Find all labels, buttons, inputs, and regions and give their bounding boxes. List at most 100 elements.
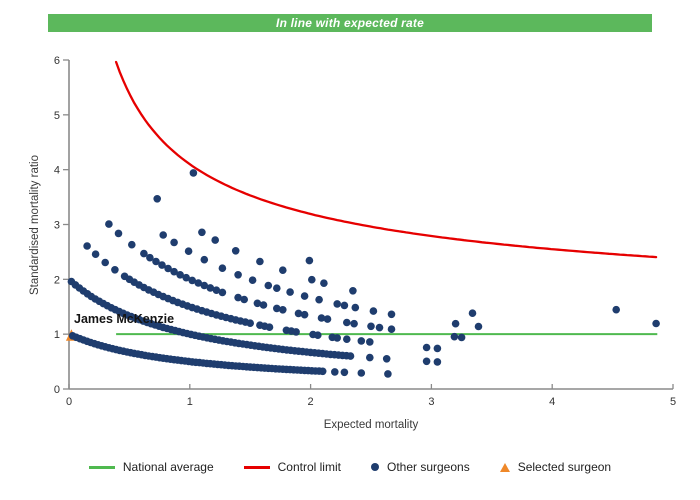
other-surgeon-dot[interactable] [200,255,209,264]
other-surgeon-dot[interactable] [91,250,100,258]
other-surgeon-dot[interactable] [170,238,178,247]
other-surgeon-dot[interactable] [231,247,240,255]
other-surgeon-dot[interactable] [176,271,184,279]
other-surgeon-dot[interactable] [349,287,357,295]
legend-marker-selected-surgeon [499,462,510,472]
other-surgeon-dot[interactable] [200,281,209,290]
other-surgeon-dot[interactable] [474,322,483,331]
other-surgeon-dot[interactable] [350,319,358,328]
other-surgeon-dot[interactable] [387,325,396,334]
other-surgeon-dot[interactable] [333,334,342,342]
other-surgeon-dot[interactable] [346,352,355,360]
other-surgeon-dot[interactable] [387,310,396,319]
other-surgeon-dot[interactable] [198,228,206,237]
x-tick-label: 1 [187,396,193,408]
other-surgeon-dot[interactable] [366,353,374,362]
other-surgeon-dot[interactable] [612,305,620,314]
other-surgeon-dot[interactable] [170,267,178,276]
other-surgeon-dot[interactable] [375,323,384,332]
chart-legend: National average Control limit Other surge… [0,456,700,478]
other-surgeon-dot[interactable] [331,368,339,376]
other-surgeon-dot[interactable] [211,236,219,244]
other-surgeon-dot[interactable] [164,264,172,273]
other-surgeon-dot[interactable] [234,271,242,279]
other-surgeon-dot[interactable] [333,300,342,308]
other-surgeon-dot[interactable] [189,169,198,177]
other-surgeon-dot[interactable] [382,355,391,363]
other-surgeon-dot[interactable] [294,309,303,318]
other-surgeon-dot[interactable] [128,240,136,249]
other-surgeon-dot[interactable] [315,295,323,304]
other-surgeon-dot[interactable] [367,322,375,331]
other-surgeon-dot[interactable] [343,318,351,327]
other-surgeon-dot[interactable] [451,319,460,328]
other-surgeon-dot[interactable] [305,256,314,265]
other-surgeon-dot[interactable] [234,293,242,302]
other-surgeon-dot[interactable] [340,368,349,377]
other-surgeon-dot[interactable] [248,276,257,285]
other-surgeon-dot[interactable] [323,315,332,323]
other-surgeon-dot[interactable] [105,220,113,228]
other-surgeon-dot[interactable] [351,303,360,312]
other-surgeon-dot[interactable] [308,275,316,284]
other-surgeon-dot[interactable] [218,264,227,273]
other-surgeon-dot[interactable] [158,261,166,269]
other-surgeon-dot[interactable] [468,309,477,318]
other-surgeon-dot[interactable] [265,323,274,332]
x-tick-label: 3 [428,396,434,408]
y-tick-label: 5 [54,110,60,122]
other-surgeon-dot[interactable] [366,338,374,346]
other-surgeon-dot[interactable] [240,295,248,304]
other-surgeon-dot[interactable] [292,328,300,336]
other-surgeon-dot[interactable] [340,301,349,310]
other-surgeon-dot[interactable] [188,276,196,285]
other-surgeon-dot[interactable] [184,247,193,255]
other-surgeon-dot[interactable] [264,281,273,290]
other-surgeon-dot[interactable] [357,369,366,377]
other-surgeon-dot[interactable] [279,306,287,314]
other-surgeon-dot[interactable] [206,284,215,292]
other-surgeon-dot[interactable] [246,319,254,328]
other-surgeon-dot[interactable] [212,286,221,295]
other-surgeon-dot[interactable] [194,279,203,287]
other-surgeon-dot[interactable] [286,288,294,296]
legend-marker-other-surgeons [370,463,379,471]
other-surgeon-dot[interactable] [300,292,309,300]
other-surgeon-dot[interactable] [256,257,264,266]
other-surgeon-dot[interactable] [357,337,366,345]
legend-marker-national-average [88,465,115,469]
other-surgeon-dot[interactable] [273,284,281,293]
other-surgeon-dot[interactable] [384,370,392,378]
other-surgeon-dot[interactable] [182,273,190,282]
other-surgeon-dot[interactable] [153,195,161,203]
other-surgeon-dot[interactable] [450,332,459,341]
other-surgeon-dot[interactable] [422,343,431,352]
other-surgeon-dot[interactable] [422,357,431,366]
other-surgeon-dot[interactable] [314,331,322,340]
other-surgeon-dot[interactable] [318,367,327,376]
other-surgeon-dot[interactable] [320,279,328,288]
other-surgeon-dot[interactable] [273,304,281,313]
other-surgeon-dot[interactable] [457,333,466,342]
other-surgeon-dot[interactable] [146,253,154,262]
control-limit-curve [114,60,658,259]
other-surgeon-dot[interactable] [114,229,123,238]
other-surgeon-dot[interactable] [343,335,351,344]
other-surgeon-dot[interactable] [433,358,442,366]
other-surgeon-dot[interactable] [218,288,227,297]
other-surgeon-dot[interactable] [317,314,326,322]
other-surgeon-dot[interactable] [111,266,119,274]
other-surgeon-dot[interactable] [83,242,91,250]
other-surgeon-dot[interactable] [279,266,287,275]
other-surgeon-dot[interactable] [152,257,160,266]
other-surgeon-dot[interactable] [369,307,378,315]
other-surgeon-dot[interactable] [140,249,148,258]
other-surgeon-dot[interactable] [652,319,660,328]
other-surgeon-dot[interactable] [159,231,167,239]
other-surgeon-dot[interactable] [433,344,442,353]
other-surgeon-dot[interactable] [253,299,262,308]
other-surgeon-dot[interactable] [259,301,268,309]
other-surgeon-dot[interactable] [101,258,109,267]
legend-item-control-limit: Control limit [243,460,341,474]
other-surgeon-dot[interactable] [300,310,309,319]
